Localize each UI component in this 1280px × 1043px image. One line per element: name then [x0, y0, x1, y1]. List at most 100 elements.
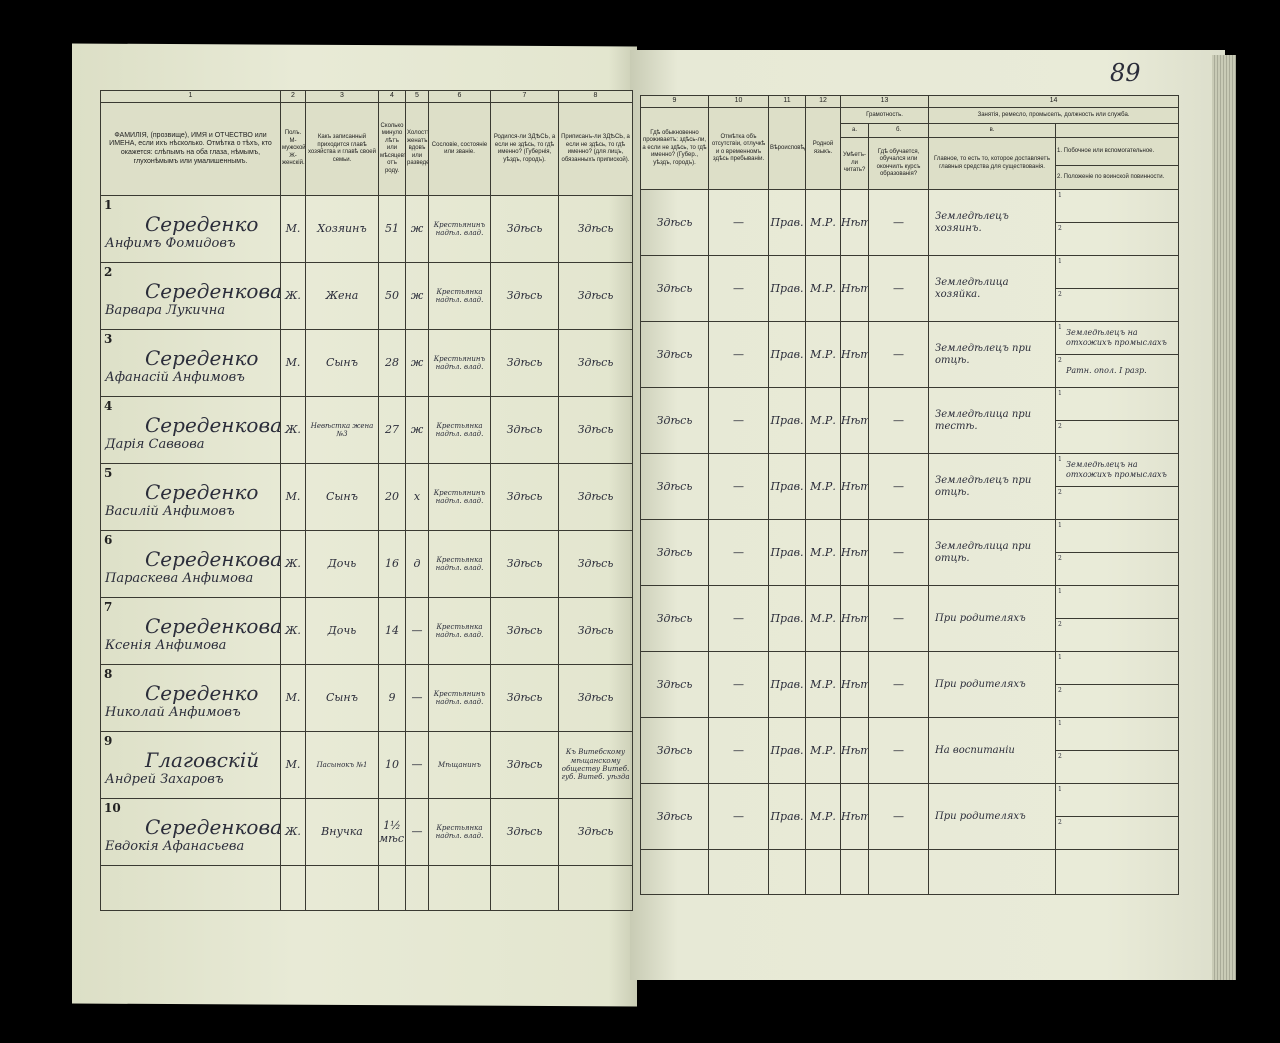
sub-label: 2 — [1058, 819, 1062, 826]
header-13a: а. — [840, 123, 869, 138]
header-marital: Холостъ, женатъ, вдовъ или разведенъ. — [405, 102, 429, 196]
sub-label: 1 — [1058, 258, 1062, 265]
main-occupation: Земледѣлецъ при отцѣ. — [928, 453, 1057, 520]
sex: М. — [280, 664, 306, 732]
relation: Пасынокъ №1 — [305, 731, 379, 799]
blank-cell — [305, 865, 379, 911]
age: 51 — [378, 195, 406, 263]
row-number: 6 — [104, 533, 113, 547]
table-row: 3 Середенко Афанасій Анфимовъ М. Сынъ 28 ж Крес… — [100, 329, 633, 397]
birthplace: Здѣсь — [490, 329, 559, 397]
marital-status: — — [405, 597, 429, 665]
table-row: 2 — [641, 684, 1180, 718]
person-name-cell: 7 Середенкова Ксенія Анфимова — [100, 597, 281, 665]
sub-label: 1 — [1058, 522, 1062, 529]
col-number: 1 — [100, 90, 281, 103]
estate: Крестьянинъ надѣл. влад. — [428, 329, 491, 397]
side-text: Земледѣлецъ на отхожихъ промыслахъ — [1066, 328, 1167, 347]
marital-status: — — [405, 798, 429, 866]
col-number: 7 — [490, 90, 559, 103]
blank-cell — [867, 849, 930, 895]
registration: Къ Витебскому мѣщанскому обществу Витеб.… — [558, 731, 633, 799]
residence: Здѣсь — [640, 651, 709, 718]
residence: Здѣсь — [640, 585, 709, 652]
person-name-cell: 4 Середенкова Дарія Саввова — [100, 396, 281, 464]
registration: Здѣсь — [558, 262, 633, 330]
military-status: 2 — [1055, 486, 1180, 520]
side-occupation: 1 — [1055, 189, 1180, 223]
native-language: М.Р. — [805, 321, 841, 388]
side-occupation: 1 — [1055, 519, 1180, 553]
person-name-cell: 2 Середенкова Варвара Лукична — [100, 262, 281, 330]
registration: Здѣсь — [558, 396, 633, 464]
table-row: Здѣсь—Прав.М.Р.Нѣтъ—Земледѣлица хозяйка.… — [640, 255, 1180, 322]
can-read: Нѣтъ — [840, 585, 869, 652]
main-occupation: На воспитаніи — [928, 717, 1057, 784]
residence: Здѣсь — [640, 783, 709, 850]
page-number: 89 — [1110, 59, 1141, 87]
table-row: 2 — [641, 750, 1180, 784]
birthplace: Здѣсь — [490, 195, 559, 263]
blank-cell — [280, 865, 306, 911]
age: 9 — [378, 664, 406, 732]
sub-label: 2 — [1058, 291, 1062, 298]
sex: Ж. — [280, 396, 306, 464]
col-number: 12 — [805, 95, 841, 108]
native-language: М.Р. — [805, 717, 841, 784]
col-number: 10 — [708, 95, 769, 108]
residence: Здѣсь — [640, 717, 709, 784]
person-name-cell: 1 Середенко Анфимъ Фомидовъ — [100, 195, 281, 263]
surname: Середенкова — [145, 614, 281, 639]
education: — — [867, 387, 930, 454]
table-row: 7 Середенкова Ксенія Анфимова Ж. Дочь 14— Крес… — [100, 597, 633, 665]
education: — — [867, 783, 930, 850]
given-name: Андрей Захаровъ — [105, 772, 224, 788]
sex: М. — [280, 329, 306, 397]
registration: Здѣсь — [558, 530, 633, 598]
surname: Середенкова — [145, 413, 281, 438]
sub-label: 1 — [1058, 324, 1062, 331]
table-row: 5 Середенко Василій Анфимовъ М. Сынъ 20 х Крест… — [100, 463, 633, 531]
main-occupation: При родителяхъ — [928, 585, 1057, 652]
can-read: Нѣтъ — [840, 783, 869, 850]
table-row: 10 Середенкова Евдокія Афанасьева Ж. Внучка 1… — [100, 798, 633, 866]
table-row: 4 Середенкова Дарія Саввова Ж. Невѣстка жена… — [100, 396, 633, 464]
can-read: Нѣтъ — [840, 387, 869, 454]
registration: Здѣсь — [558, 463, 633, 531]
given-name: Дарія Саввова — [105, 437, 205, 453]
table-row: Здѣсь—Прав.М.Р.Нѣтъ—Земледѣлица при отцѣ… — [640, 519, 1180, 586]
sex: Ж. — [280, 530, 306, 598]
surname: Середенко — [145, 346, 259, 371]
blank-cell — [405, 865, 429, 911]
main-occupation: При родителяхъ — [928, 783, 1057, 850]
right-census-table: 9 10 11 12 13 14 Гдѣ обыкновенно прожива… — [640, 95, 1180, 895]
side-occupation: 1 Земледѣлецъ на отхожихъ промыслахъ — [1055, 453, 1180, 487]
table-row: 8 Середенко Николай Анфимовъ М. Сынъ 9— Кресть… — [100, 664, 633, 732]
military-status: 2 — [1055, 420, 1180, 454]
marital-status: ж — [405, 329, 429, 397]
sub-label: 1 — [1058, 786, 1062, 793]
marital-status: ж — [405, 195, 429, 263]
header-14a: в. — [928, 123, 1057, 138]
relation: Жена — [305, 262, 379, 330]
estate: Крестьянка надѣл. влад. — [428, 262, 491, 330]
absence: — — [708, 717, 769, 784]
page-edges — [1212, 55, 1236, 980]
col-number: 5 — [405, 90, 429, 103]
surname: Середенко — [145, 480, 259, 505]
sub-label: 2 — [1058, 423, 1062, 430]
sex: Ж. — [280, 798, 306, 866]
surname: Глаговскій — [145, 748, 260, 773]
can-read: Нѣтъ — [840, 651, 869, 718]
absence: — — [708, 321, 769, 388]
absence: — — [708, 783, 769, 850]
table-row: 2 — [641, 552, 1180, 586]
blank-cell — [100, 865, 281, 911]
surname: Середенкова — [145, 279, 281, 304]
header-residence: Гдѣ обыкновенно проживаетъ: здѣсь-ли, а … — [640, 107, 709, 190]
table-row: Здѣсь—Прав.М.Р.Нѣтъ—Земледѣлецъ при отцѣ… — [640, 453, 1180, 520]
military-status: 2 — [1055, 684, 1180, 718]
